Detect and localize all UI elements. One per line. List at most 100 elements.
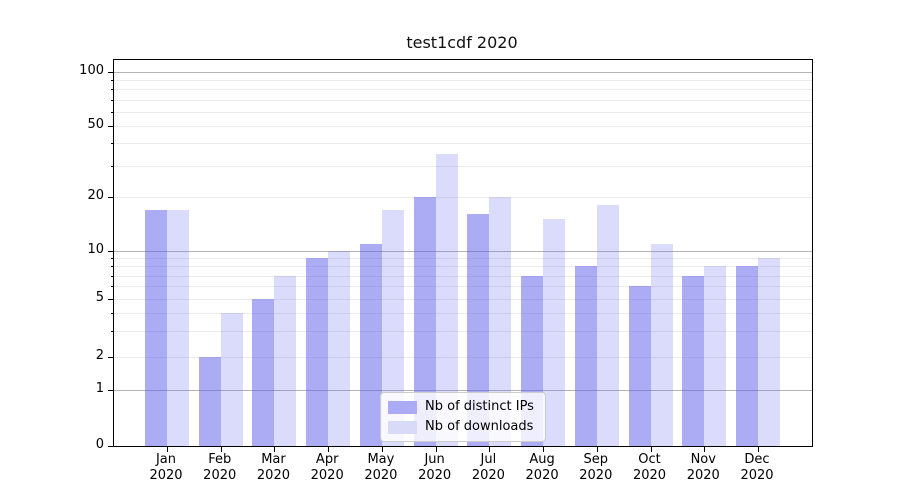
x-tick-label: May 2020 [364,452,398,483]
x-tick [274,446,276,452]
gridline-minor [114,313,812,314]
y-minor-tick [111,275,114,277]
bar-oct-downloads [650,243,673,446]
x-tick-label: Feb 2020 [203,452,237,483]
y-tick-label: 5 [95,290,104,305]
y-minor-tick [111,99,114,101]
gridline-minor [114,266,812,267]
x-tick [220,446,222,452]
gridline-minor [114,197,812,198]
legend-patch-downloads-icon [388,420,417,434]
x-tick-label: Aug 2020 [525,452,559,483]
y-tick [108,446,114,447]
bar-may-downloads [381,209,404,446]
y-tick [108,197,114,198]
bar-jun-downloads [435,153,458,446]
x-tick [328,446,330,452]
bar-oct-ips [628,286,651,446]
x-tick-label: Oct 2020 [632,452,667,483]
x-tick [435,446,437,452]
bar-jul-downloads [489,197,512,446]
x-tick [381,446,383,452]
y-minor-tick [111,111,114,113]
x-tick-label: Jul 2020 [471,452,505,483]
gridline-major [114,72,812,73]
x-tick-label: Mar 2020 [256,452,290,483]
bar-apr-ips [306,258,329,446]
x-tick [704,446,706,452]
bar-aug-downloads [543,219,566,446]
bar-jan-downloads [167,209,189,446]
bar-feb-downloads [220,313,243,446]
gridline-minor [114,112,812,113]
gridline-minor [114,89,812,90]
y-tick [108,126,114,127]
bar-may-ips [359,243,382,446]
legend-label-downloads: Nb of downloads [425,419,534,434]
x-tick [650,446,652,452]
y-tick [108,299,114,300]
y-tick-label: 1 [95,381,104,396]
gridline-minor [114,126,812,127]
x-tick [167,446,168,452]
legend-item-distinct-ips: Nb of distinct IPs [388,399,534,415]
y-tick [108,251,114,252]
x-tick-label: Sep 2020 [579,452,613,483]
gridline-minor [114,276,812,277]
y-minor-tick [111,89,114,91]
y-tick-label: 100 [79,63,104,78]
bar-jul-ips [467,214,490,446]
x-tick-label: Nov 2020 [686,452,720,483]
y-minor-tick [111,286,114,288]
bar-nov-ips [682,275,705,446]
y-tick-label: 0 [95,437,104,452]
x-tick-label: Dec 2020 [740,452,774,483]
gridline-minor [114,258,812,259]
y-minor-tick [111,143,114,145]
y-minor-tick [111,80,114,82]
bar-dec-downloads [757,258,780,446]
gridline-minor [114,166,812,167]
x-tick [489,446,491,452]
legend-item-downloads: Nb of downloads [388,419,534,435]
y-tick-label: 20 [87,188,104,203]
x-tick [596,446,598,452]
y-tick-label: 2 [95,348,104,363]
legend: Nb of distinct IPs Nb of downloads [380,392,546,442]
y-minor-tick [111,165,114,167]
gridline-major [114,390,812,391]
x-tick-label: Jan 2020 [149,452,183,483]
y-minor-tick [111,266,114,268]
bar-feb-ips [198,357,221,446]
y-tick [108,72,114,73]
y-tick [108,390,114,391]
y-minor-tick [111,331,114,333]
x-tick [757,446,759,452]
bar-sep-downloads [596,205,619,446]
bar-nov-downloads [704,266,727,446]
legend-patch-distinct-ips-icon [388,400,417,414]
x-tick-label: Jun 2020 [418,452,452,483]
gridline-minor [114,357,812,358]
bar-apr-downloads [328,251,351,446]
y-minor-tick [111,258,114,260]
gridline-minor [114,80,812,81]
gridline-minor [114,143,812,144]
bar-mar-downloads [274,275,297,446]
bar-mar-ips [252,299,275,446]
x-tick-label: Apr 2020 [310,452,344,483]
chart-title: test1cdf 2020 [406,33,518,52]
x-tick [543,446,545,452]
bar-sep-ips [574,266,597,446]
gridline-minor [114,286,812,287]
bar-jun-ips [413,197,436,446]
gridline-major [114,251,812,252]
y-tick-label: 50 [87,117,104,132]
gridline-minor [114,100,812,101]
y-tick [108,357,114,358]
bar-jan-ips [145,209,167,446]
plot-area [108,59,813,452]
y-minor-tick [111,313,114,315]
gridline-minor [114,299,812,300]
